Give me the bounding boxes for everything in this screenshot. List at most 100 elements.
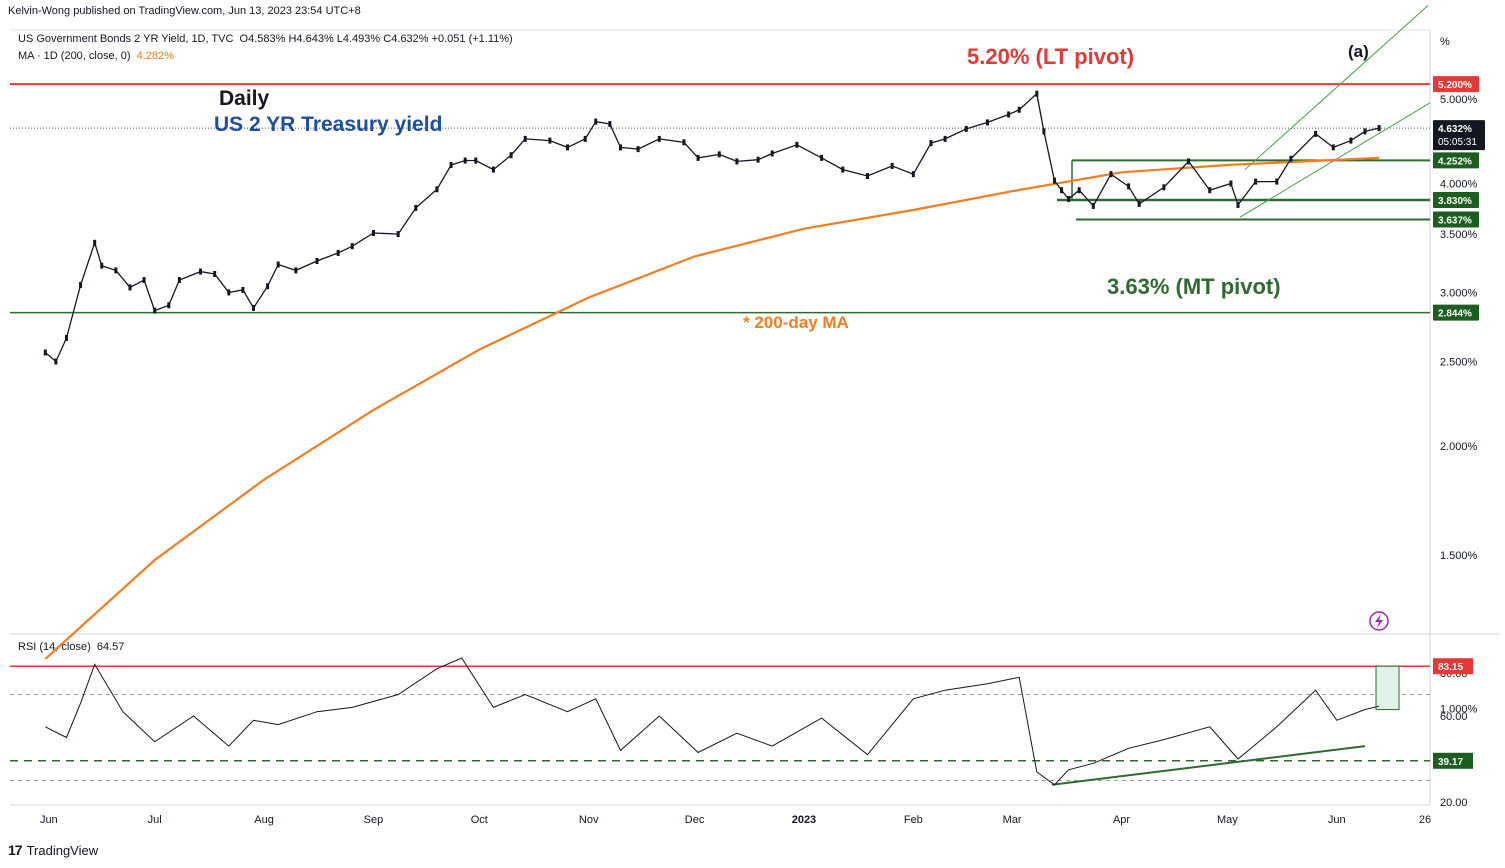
lt-pivot-annotation: 5.20% (LT pivot) xyxy=(967,44,1134,69)
price-point xyxy=(1349,137,1353,144)
x-tick-label: Jun xyxy=(40,814,58,826)
price-point xyxy=(1289,155,1293,162)
mt-pivot-annotation: 3.63% (MT pivot) xyxy=(1107,274,1281,299)
publisher-line: Kelvin-Wong published on TradingView.com… xyxy=(8,5,361,17)
channel-upper-line xyxy=(1244,5,1429,170)
legend-ma-label[interactable]: MA · 1D (200, close, 0) xyxy=(18,50,131,62)
price-point xyxy=(795,141,799,148)
price-point xyxy=(509,152,513,159)
price-point xyxy=(241,286,245,293)
price-point xyxy=(1363,128,1367,135)
price-point xyxy=(1137,200,1141,207)
chart-subtitle: Daily xyxy=(219,87,270,110)
price-point xyxy=(213,270,217,277)
main-pane xyxy=(10,5,1431,660)
legend-symbol-name[interactable]: US Government Bonds 2 YR Yield, 1D, TVC xyxy=(18,33,234,45)
mt-pivot-label: 3.637% xyxy=(1438,216,1472,227)
price-point xyxy=(911,171,915,178)
price-point xyxy=(1077,187,1081,194)
y-tick-label: 2.500% xyxy=(1440,356,1478,368)
x-tick-label: Nov xyxy=(579,814,599,826)
price-point xyxy=(964,125,968,132)
lt-pivot-label-bg xyxy=(1433,76,1479,93)
price-point xyxy=(985,119,989,126)
y-tick-label: 5.000% xyxy=(1440,94,1478,106)
price-point xyxy=(1060,187,1064,194)
price-point xyxy=(276,261,280,268)
price-point xyxy=(79,281,83,288)
lightning-icon[interactable] xyxy=(1369,611,1389,631)
last-price-label-bg xyxy=(1433,120,1485,151)
price-point xyxy=(657,135,661,142)
price-point xyxy=(54,358,58,365)
y-tick-label: 1.000% xyxy=(1440,704,1478,716)
price-point xyxy=(1052,177,1056,184)
x-tick-label: Dec xyxy=(685,814,705,826)
price-point xyxy=(1109,171,1113,178)
annotations: Daily US 2 YR Treasury yield (a) % 5.20%… xyxy=(214,36,1450,332)
x-tick-label: Sep xyxy=(364,814,384,826)
price-point xyxy=(929,140,933,147)
last-price-label: 4.632% xyxy=(1438,124,1472,135)
lt-pivot-label: 5.200% xyxy=(1438,80,1472,91)
price-point xyxy=(371,229,375,236)
legend-ohlc: O4.583% H4.643% L4.493% C4.632% +0.051 (… xyxy=(239,33,513,45)
footer-brand: TradingView xyxy=(26,842,99,858)
y-tick-label: 4.000% xyxy=(1440,179,1478,191)
price-point xyxy=(770,150,774,157)
price-point xyxy=(336,249,340,256)
price-point xyxy=(414,204,418,211)
price-point xyxy=(64,335,68,342)
price-point xyxy=(463,157,467,164)
x-tick-label: Mar xyxy=(1003,814,1022,826)
price-point xyxy=(594,118,598,125)
price-point xyxy=(449,162,453,169)
x-tick-label: 26 xyxy=(1419,814,1431,826)
price-point xyxy=(43,349,47,356)
price-point xyxy=(1208,187,1212,194)
price-point xyxy=(1377,125,1381,132)
rsi-overbought-label-bg xyxy=(1433,658,1473,675)
range-mid-label: 3.830% xyxy=(1438,196,1472,207)
x-tick-label: Jul xyxy=(148,814,162,826)
price-point xyxy=(1187,158,1191,165)
x-tick-label: Feb xyxy=(904,814,923,826)
rsi-pane xyxy=(10,657,1430,786)
price-point xyxy=(756,156,760,163)
price-point xyxy=(128,284,132,291)
legend-rsi-label[interactable]: RSI (14, close) xyxy=(18,641,91,653)
price-point xyxy=(474,157,478,164)
rsi-overbought-label: 83.15 xyxy=(1438,662,1463,673)
panel-marker: (a) xyxy=(1348,42,1369,61)
price-point xyxy=(100,262,104,269)
price-point xyxy=(943,135,947,142)
price-point xyxy=(114,267,118,274)
price-point xyxy=(1007,111,1011,118)
y-tick-label: 3.000% xyxy=(1440,287,1478,299)
price-point xyxy=(350,243,354,250)
price-point xyxy=(820,154,824,161)
price-point xyxy=(548,137,552,144)
tradingview-footer[interactable]: 17 TradingView xyxy=(8,842,98,858)
price-point xyxy=(618,144,622,151)
price-point xyxy=(1331,144,1335,151)
price-point xyxy=(177,277,181,284)
price-point xyxy=(315,257,319,264)
price-point xyxy=(566,144,570,151)
range-mid-label-bg xyxy=(1433,191,1479,208)
rsi-support-label-bg xyxy=(1433,752,1473,769)
support-label-bg xyxy=(1433,304,1479,321)
ma-200-line xyxy=(44,156,1380,660)
chart-title: US 2 YR Treasury yield xyxy=(214,113,442,136)
legend-rsi: RSI (14, close) 64.57 xyxy=(18,641,124,653)
support-label: 2.844% xyxy=(1438,309,1472,320)
price-point xyxy=(93,239,97,246)
price-point xyxy=(1127,183,1131,190)
price-point xyxy=(1275,178,1279,185)
price-point xyxy=(1017,106,1021,113)
price-point xyxy=(865,173,869,180)
price-point xyxy=(251,304,255,311)
y-tick-label: 2.000% xyxy=(1440,441,1478,453)
price-point xyxy=(167,302,171,309)
